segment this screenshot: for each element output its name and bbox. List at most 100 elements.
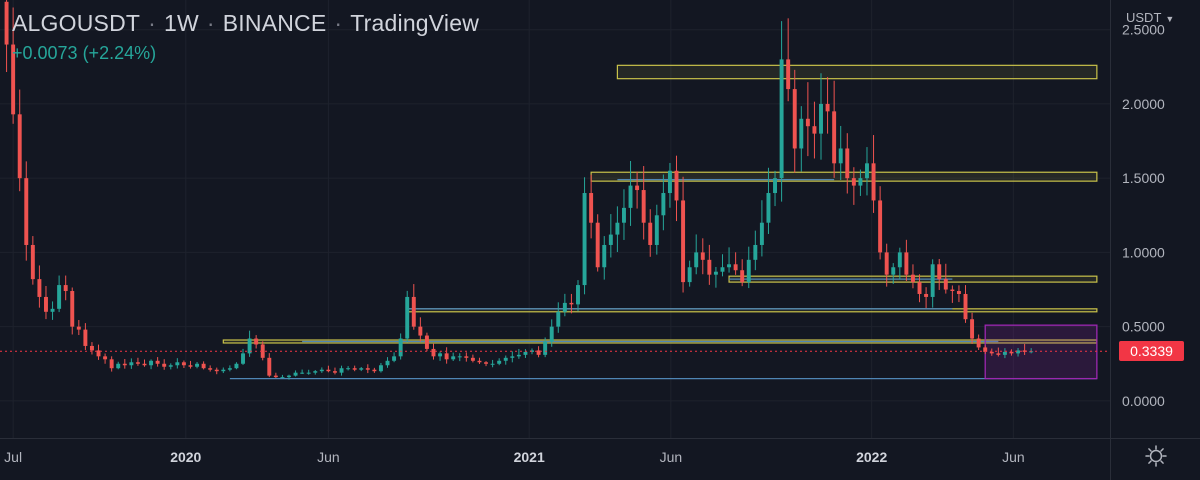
candle-body <box>615 222 620 235</box>
candle-body <box>149 360 154 366</box>
candle-body <box>280 377 285 379</box>
candle-body <box>398 338 403 357</box>
candle-body <box>930 264 935 297</box>
candle-body <box>162 363 167 367</box>
candle-body <box>214 369 219 372</box>
candle-body <box>438 353 443 357</box>
x-tick-label: Jun <box>1002 449 1025 465</box>
candle-body <box>746 259 751 283</box>
candles <box>4 0 1034 380</box>
candle-body <box>562 302 567 312</box>
candle-body <box>799 118 804 149</box>
candle-body <box>812 126 817 134</box>
candle-body <box>733 264 738 271</box>
candle-body <box>451 356 456 360</box>
y-tick-label: 1.5000 <box>1122 170 1165 186</box>
candle-body <box>201 363 206 369</box>
candle-body <box>878 200 883 253</box>
candle-body <box>116 363 121 369</box>
candle-body <box>405 296 410 339</box>
candle-body <box>300 372 305 374</box>
candle-body <box>549 326 554 342</box>
candle-body <box>181 362 186 366</box>
candle-body <box>1002 351 1007 355</box>
candle-body <box>50 308 55 312</box>
candle-body <box>444 353 449 360</box>
candle-body <box>569 302 574 305</box>
candle-body <box>786 59 791 90</box>
candle-body <box>819 103 823 134</box>
settings-button[interactable] <box>1144 444 1168 468</box>
candle-body <box>333 371 337 373</box>
candle-body <box>621 207 626 223</box>
candle-body <box>254 338 259 345</box>
currency-selector[interactable]: USDT ▼ <box>1120 8 1180 27</box>
candle-body <box>135 362 140 364</box>
title-separator: · <box>334 10 343 36</box>
candle-body <box>83 329 88 346</box>
candle-body <box>832 111 837 164</box>
title-separator: · <box>206 10 215 36</box>
candle-body <box>602 244 607 268</box>
candle-body <box>17 114 22 179</box>
candle-body <box>89 345 94 351</box>
candle-body <box>267 357 272 376</box>
candle-body <box>195 363 200 367</box>
candle-body <box>11 44 16 115</box>
candle-body <box>779 59 784 179</box>
candle-body <box>1022 350 1027 352</box>
y-tick-label: 0.0000 <box>1122 393 1165 409</box>
candle-body <box>122 363 127 366</box>
candle-body <box>996 353 1001 355</box>
candle-body <box>142 363 147 366</box>
candle-body <box>681 200 686 283</box>
candle-body <box>825 103 830 112</box>
candle-body <box>313 371 318 373</box>
candle-body <box>759 222 764 245</box>
candle-body <box>884 252 889 275</box>
candle-body <box>904 252 909 275</box>
candle-body <box>70 291 75 327</box>
interval-label[interactable]: 1W <box>163 10 199 36</box>
candle-body <box>103 356 108 360</box>
candle-body <box>24 178 29 245</box>
candle-body <box>221 369 226 372</box>
candle-body <box>503 357 508 361</box>
candle-body <box>4 1 9 45</box>
chart-grid <box>0 0 1110 438</box>
candle-body <box>497 360 502 364</box>
symbol-name[interactable]: ALGOUSDT <box>12 10 141 36</box>
range-box <box>984 324 1098 380</box>
candle-body <box>536 350 541 355</box>
candle-body <box>910 274 915 283</box>
candle-body <box>241 353 245 364</box>
candle-body <box>766 193 771 223</box>
candle-body <box>674 170 679 201</box>
last-price-label: 0.3339 <box>1119 341 1184 362</box>
candle-body <box>326 369 331 372</box>
candle-body <box>924 293 929 297</box>
exchange-label: BINANCE <box>222 10 327 36</box>
candle-body <box>247 338 252 354</box>
candle-body <box>346 368 351 370</box>
candle-body <box>641 190 646 223</box>
candle-body <box>950 289 955 292</box>
source-label: TradingView <box>350 10 480 36</box>
gear-icon <box>1145 445 1167 467</box>
candle-body <box>523 351 528 355</box>
candle-body <box>687 267 692 283</box>
chevron-down-icon: ▼ <box>1165 14 1175 24</box>
candle-body <box>175 362 180 366</box>
candle-body <box>155 360 160 364</box>
candle-body <box>937 264 942 280</box>
candle-body <box>727 264 732 268</box>
x-tick-label: 2020 <box>170 449 201 465</box>
candle-body <box>976 338 981 348</box>
candle-body <box>838 148 843 164</box>
candle-body <box>713 271 718 275</box>
candle-body <box>589 193 594 223</box>
candle-body <box>44 296 48 312</box>
x-tick-label: Jul <box>4 449 22 465</box>
currency-label: USDT <box>1126 10 1162 25</box>
